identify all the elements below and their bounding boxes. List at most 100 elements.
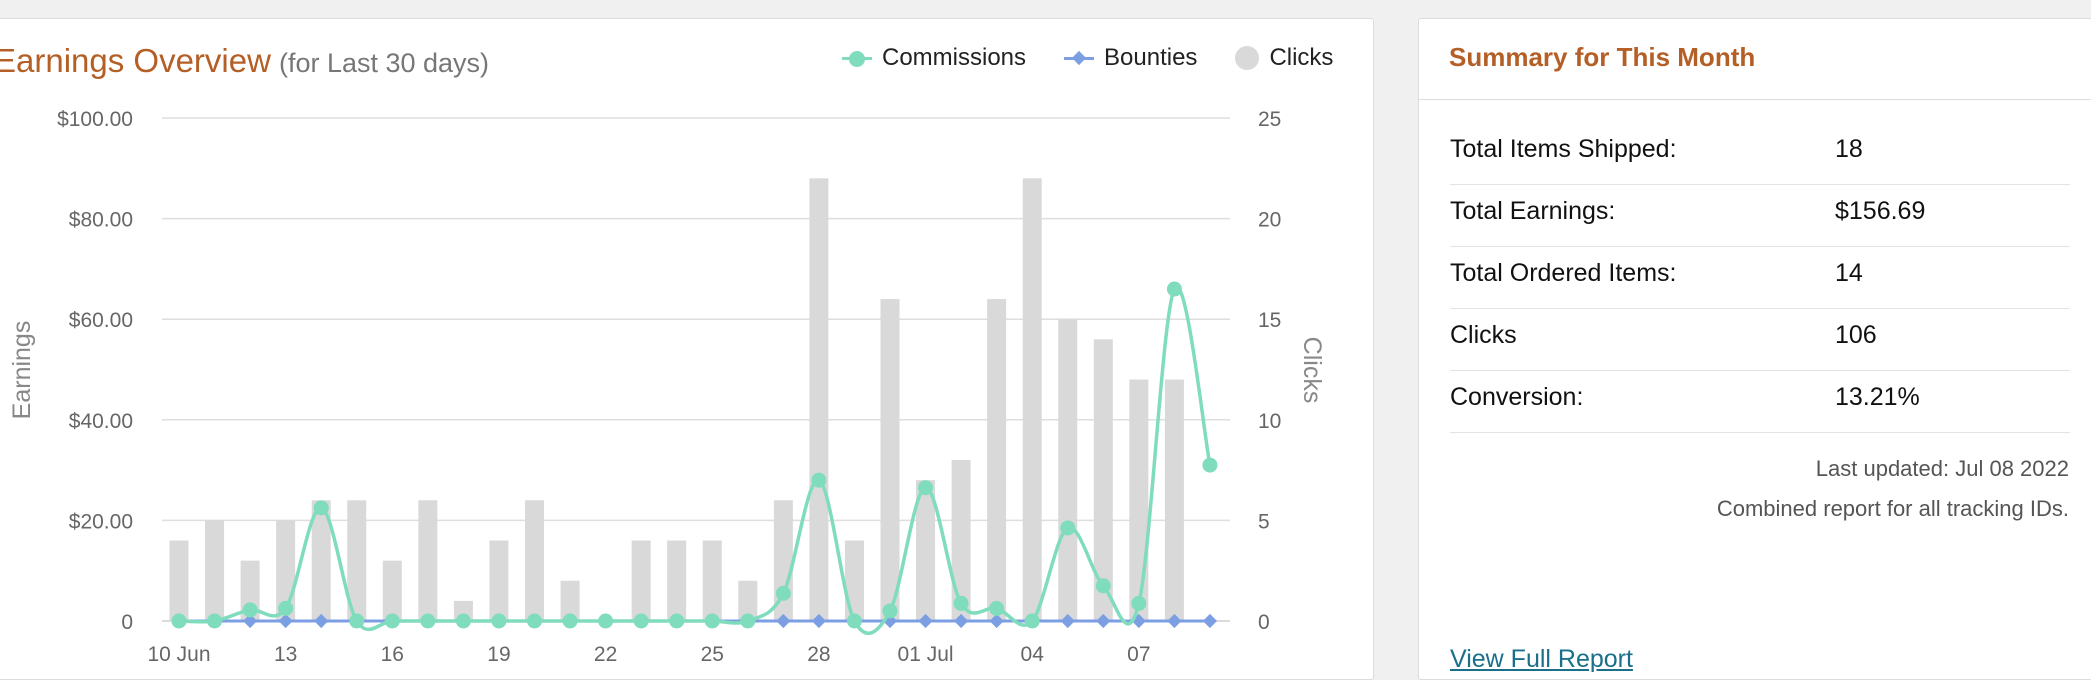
summary-divider [1418,99,2091,100]
y2-tick-label: 10 [1258,410,1281,433]
combined-report-note: Combined report for all tracking IDs. [1716,496,2069,521]
commissions-point [384,613,400,629]
commissions-point [918,480,934,496]
commissions-point [491,613,507,629]
commissions-point [953,595,969,611]
chart-title: Earnings Overview (for Last 30 days) [0,42,489,80]
clicks-bar [347,500,367,621]
commissions-point [349,613,365,629]
bounties-point [1096,613,1111,629]
x-tick-label: 04 [1021,643,1045,665]
clicks-bar [951,460,971,621]
chart-subtitle: (for Last 30 days) [278,48,490,78]
clicks-bar [809,178,829,622]
x-tick-label: 10 Jun [147,643,210,665]
commissions-point [1024,613,1040,629]
commissions-point [669,613,685,629]
y2-tick-label: 15 [1258,309,1281,332]
commissions-point [740,613,756,629]
summary-row-label: Total Earnings: [1450,197,1616,225]
commissions-point [1060,520,1076,536]
legend-item-bounties[interactable]: Bounties [1064,44,1197,72]
commissions-point [1131,595,1147,611]
commissions-point [598,613,614,629]
bounties-point [243,613,258,629]
clicks-bar [1164,379,1184,621]
clicks-bar [382,560,402,621]
summary-row: Total Ordered Items: 14 [1450,247,2070,309]
y2-tick-label: 20 [1258,209,1281,232]
clicks-bar [1058,319,1078,621]
commissions-point [1095,578,1111,594]
bounties-point [1202,613,1218,629]
bounties-point [278,613,293,629]
x-tick-label: 16 [381,643,404,665]
clicks-bar [631,540,651,621]
y2-tick-label: 5 [1258,510,1270,533]
summary-row-label: Total Items Shipped: [1450,135,1677,163]
commissions-point [846,613,862,629]
bounties-point [1060,613,1075,629]
y-tick-label: $60.00 [69,309,133,332]
commissions-point [562,613,578,629]
clicks-bar [916,480,936,621]
x-tick-label: 13 [274,643,297,665]
commissions-point [420,613,436,629]
summary-row: Total Items Shipped: 18 [1450,123,2070,185]
legend-item-commissions[interactable]: Commissions [842,44,1026,72]
clicks-bar [880,299,900,621]
commissions-point [455,613,471,629]
view-full-report-link[interactable]: View Full Report [1450,645,1633,673]
bounties-marker-icon [1064,51,1095,65]
clicks-bar [844,540,864,621]
commissions-point [171,613,187,629]
commissions-point [882,603,898,619]
y2-tick-label: 25 [1258,108,1281,131]
chart-legend: Commissions Bounties Clicks [842,44,1333,72]
clicks-bar [489,540,509,621]
y2-axis-title: Clicks [1298,337,1326,404]
commissions-point [1202,457,1218,473]
x-tick-label: 19 [487,643,510,665]
summary-row-value: 14 [1835,259,1863,287]
legend-label-bounties: Bounties [1104,44,1198,71]
commissions-line [178,285,1212,635]
y-tick-label: $40.00 [69,410,133,433]
clicks-bar [702,540,722,621]
bounties-point [954,613,969,629]
commissions-point [811,472,827,488]
earnings-chart: 0 $20.00 $40.00 $60.00 $80.00 $100.00 0 5 10 15 20… [8,108,1326,665]
clicks-bar [1129,379,1149,621]
legend-item-clicks[interactable]: Clicks [1235,44,1333,72]
clicks-bar [311,500,331,621]
clicks-bar [205,520,225,621]
commissions-point [633,613,649,629]
clicks-bar [525,500,544,621]
x-tick-label: 01 Jul [898,643,954,665]
bounties-point [918,613,933,629]
y2-tick-label: 0 [1258,611,1270,634]
summary-row: Total Earnings: $156.69 [1450,185,2070,247]
commissions-point [242,602,258,618]
summary-row-label: Clicks [1450,321,1517,349]
x-tick-label: 28 [807,643,830,665]
commissions-point [207,613,223,629]
x-tick-label: 22 [594,643,617,665]
summary-row-value: 18 [1835,135,1863,163]
summary-row: Clicks 106 [1450,309,2070,371]
summary-row-label: Total Ordered Items: [1450,259,1677,287]
summary-row-value: $156.69 [1835,197,1926,225]
y-tick-label: 0 [121,611,133,634]
commissions-point [989,600,1005,616]
summary-row-value: 13.21% [1835,383,1920,411]
x-tick-label: 07 [1127,643,1150,665]
summary-title: Summary for This Month [1449,42,1756,72]
clicks-bar [987,299,1007,621]
bounties-point [314,613,329,629]
clicks-bar [418,500,438,621]
commissions-point [1166,281,1182,297]
y-tick-label: $80.00 [69,209,133,232]
clicks-bar [1022,178,1042,622]
clicks-bar [738,580,758,621]
bounties-point [811,613,826,629]
